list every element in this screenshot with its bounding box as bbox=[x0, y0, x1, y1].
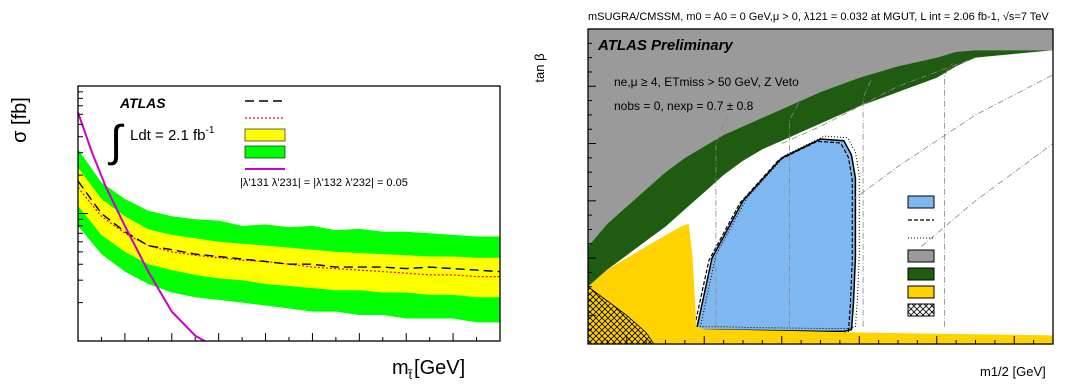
gluino-contour-a bbox=[715, 114, 728, 327]
right-header: mSUGRA/CMSSM, m0 = A0 = 0 GeV,μ > 0, λ12… bbox=[588, 11, 1049, 23]
legend-lsp-swatch bbox=[907, 303, 935, 317]
stop-mass-limit-chart: σ [fb] mt̃ [GeV] ATLAS ∫ Ldt = 2.1 fb-1 |… bbox=[9, 85, 501, 382]
left-atlas-label: ATLAS bbox=[119, 95, 166, 111]
chargino-contour-b bbox=[851, 74, 1053, 202]
yield-text: nobs = 0, nexp = 0.7 ± 0.8 bbox=[614, 99, 754, 113]
lumi-value: Ldt = 2.1 fb bbox=[130, 127, 205, 144]
left-chart-panel: σ [fb] mt̃ [GeV] ATLAS ∫ Ldt = 2.1 fb-1 |… bbox=[0, 0, 520, 382]
lsp-region bbox=[588, 286, 655, 344]
right-atlas-label: ATLAS Preliminary bbox=[597, 37, 733, 54]
selection-text: ne,μ ≥ 4, ETmiss > 50 GeV, Z Veto bbox=[614, 75, 799, 89]
lumi-text: Ldt = 2.1 fb-1 bbox=[130, 125, 215, 144]
legend-chargino-swatch bbox=[907, 267, 935, 281]
msugra-exclusion-chart: mSUGRA/CMSSM, m0 = A0 = 0 GeV,μ > 0, λ12… bbox=[532, 11, 1054, 379]
legend-1sigma-swatch bbox=[244, 128, 286, 142]
right-xlabel: m1/2 [GeV] bbox=[980, 364, 1046, 379]
right-legend bbox=[907, 195, 935, 317]
observed-limit-line bbox=[77, 180, 501, 273]
expected-plus-1sigma-contour bbox=[699, 135, 860, 329]
legend-higgs-swatch bbox=[907, 285, 935, 299]
left-xlabel-sub: t̃ bbox=[407, 367, 413, 381]
left-ylabel: σ [fb] bbox=[9, 97, 31, 143]
theory-line bbox=[77, 112, 206, 342]
coupling-note: |λ'131 λ'231| = |λ'132 λ'232| = 0.05 bbox=[240, 177, 408, 189]
right-ylabel: tan β bbox=[532, 53, 547, 82]
left-legend bbox=[244, 100, 286, 170]
left-xlabel: mt̃ [GeV] bbox=[392, 357, 465, 381]
band-1sigma bbox=[78, 167, 500, 298]
legend-theoretical-swatch bbox=[907, 249, 935, 263]
left-xlabel-m: m bbox=[392, 357, 409, 379]
legend-observed-swatch bbox=[907, 195, 935, 209]
right-chart-panel: mSUGRA/CMSSM, m0 = A0 = 0 GeV,μ > 0, λ12… bbox=[530, 0, 1073, 381]
legend-2sigma-swatch bbox=[244, 145, 286, 159]
chargino-contour-a bbox=[781, 57, 976, 144]
theoretical-region bbox=[588, 29, 1053, 247]
lumi-sup: -1 bbox=[205, 125, 214, 136]
left-xlabel-unit: [GeV] bbox=[414, 357, 465, 379]
chargino-region bbox=[588, 50, 1053, 287]
lumi-integral: ∫ bbox=[107, 117, 125, 166]
gluino-contour-b bbox=[789, 97, 802, 327]
expected-limit-line bbox=[77, 187, 500, 278]
chargino-contour-c bbox=[921, 143, 1053, 247]
